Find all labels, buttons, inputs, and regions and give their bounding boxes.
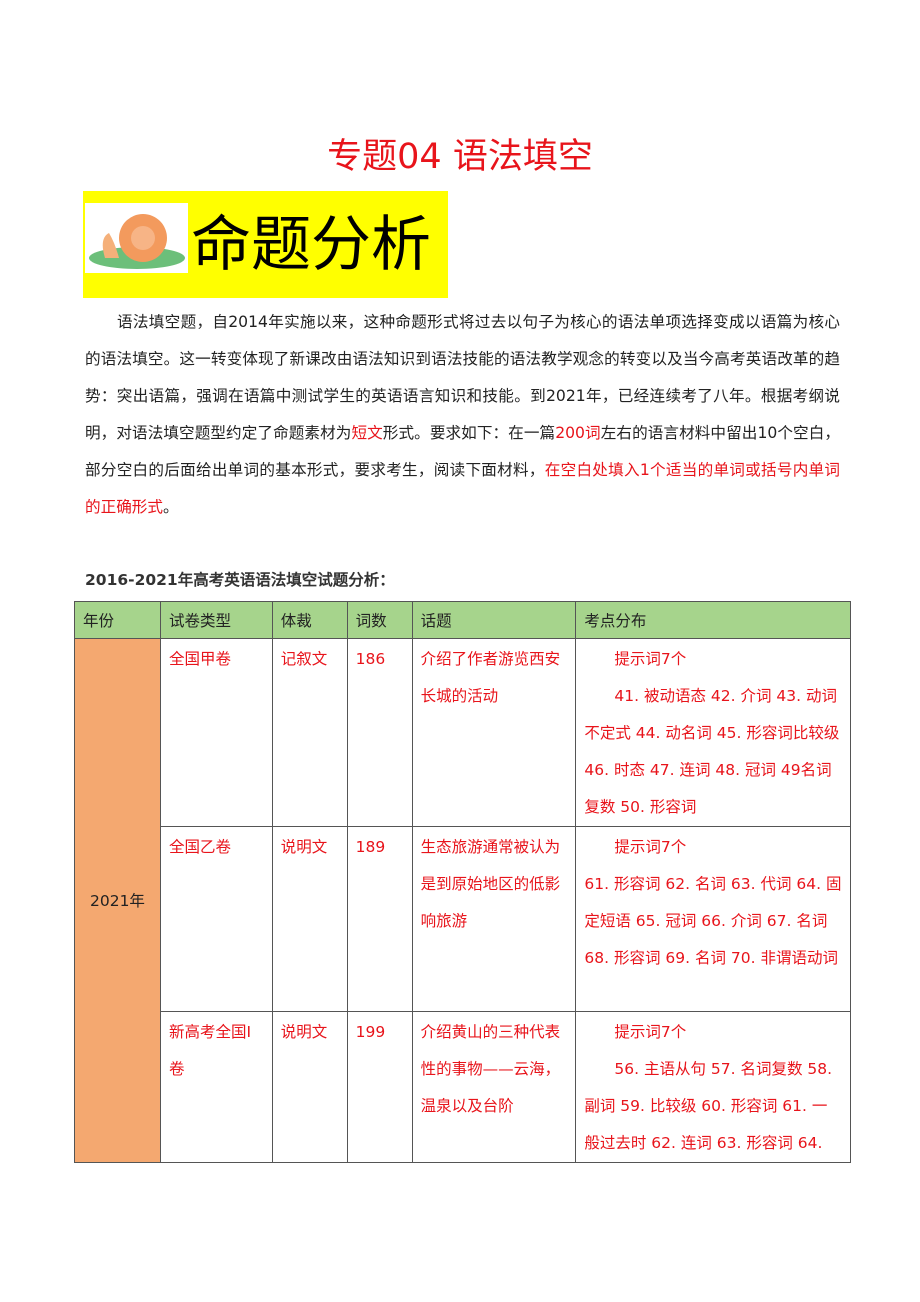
table-caption: 2016-2021年高考英语语法填空试题分析：	[85, 571, 395, 589]
snail-icon	[85, 203, 188, 273]
year-cell: 2021年	[74, 638, 161, 1163]
header-cell: 词数	[346, 601, 413, 639]
words-cell: 186	[346, 638, 413, 827]
hint-text: 提示词7个	[614, 838, 687, 856]
type-cell: 全国乙卷	[159, 826, 273, 1012]
intro-text: 。	[162, 498, 179, 516]
points-cell: 提示词7个 41. 被动语态 42. 介词 43. 动词不定式 44. 动名词 4…	[575, 638, 851, 827]
intro-text: 左右的语言材料中留出10个空白，部分空白的后面给出单词的基本形式，要求考生，阅读…	[85, 424, 840, 479]
genre-cell: 记叙文	[271, 638, 348, 827]
topic-cell: 介绍了作者游览西安长城的活动	[411, 638, 577, 827]
hint-text: 提示词7个	[614, 1023, 687, 1041]
intro-paragraph: 语法填空题，自2014年实施以来，这种命题形式将过去以句子为核心的语法单项选择变…	[85, 304, 840, 526]
header-cell: 年份	[74, 601, 161, 639]
points-text: 41. 被动语态 42. 介词 43. 动词不定式 44. 动名词 45. 形容…	[584, 687, 840, 816]
table-header-row: 年份 试卷类型 体裁 词数 话题 考点分布	[74, 601, 851, 639]
banner-heading: 命题分析	[191, 210, 431, 280]
type-cell: 新高考全国I卷	[159, 1011, 273, 1163]
table-row: 全国乙卷 说明文 189 生态旅游通常被认为是到原始地区的低影响旅游 提示词7个…	[75, 826, 851, 1012]
genre-cell: 说明文	[271, 1011, 348, 1163]
topic-cell: 生态旅游通常被认为是到原始地区的低影响旅游	[411, 826, 577, 1012]
analysis-table: 年份 试卷类型 体裁 词数 话题 考点分布 2021年 全国甲卷 记叙文 186…	[74, 601, 851, 1163]
points-text: 56. 主语从句 57. 名词复数 58. 副词 59. 比较级 60. 形容词…	[584, 1060, 833, 1152]
highlight: 200词	[555, 424, 601, 442]
points-text: 61. 形容词 62. 名词 63. 代词 64. 固定短语 65. 冠词 66…	[584, 875, 842, 967]
words-cell: 189	[346, 826, 413, 1012]
points-cell: 提示词7个 61. 形容词 62. 名词 63. 代词 64. 固定短语 65. …	[575, 826, 851, 1012]
genre-cell: 说明文	[271, 826, 348, 1012]
highlight: 在空白处填入1个适当的单词或括号内单词的正确形式	[85, 461, 840, 516]
highlight: 短文	[351, 424, 383, 442]
table-row: 新高考全国I卷 说明文 199 介绍黄山的三种代表性的事物——云海，温泉以及台阶…	[75, 1011, 851, 1163]
page-title: 专题04 语法填空	[327, 137, 593, 177]
header-cell: 体裁	[271, 601, 348, 639]
topic-cell: 介绍黄山的三种代表性的事物——云海，温泉以及台阶	[411, 1011, 577, 1163]
words-cell: 199	[346, 1011, 413, 1163]
table-row: 2021年 全国甲卷 记叙文 186 介绍了作者游览西安长城的活动 提示词7个 4…	[74, 638, 851, 1163]
header-cell: 考点分布	[575, 601, 851, 639]
intro-text: 语法填空题，自2014年实施以来，这种命题形式将过去以句子为核心的语法单项选择变…	[85, 313, 840, 442]
type-cell: 全国甲卷	[159, 638, 273, 827]
hint-text: 提示词7个	[614, 650, 687, 668]
header-cell: 试卷类型	[159, 601, 273, 639]
intro-text: 形式。要求如下：在一篇	[382, 424, 556, 442]
header-cell: 话题	[411, 601, 577, 639]
points-cell: 提示词7个 56. 主语从句 57. 名词复数 58. 副词 59. 比较级 60…	[575, 1011, 851, 1163]
section-banner: 命题分析	[83, 191, 448, 298]
